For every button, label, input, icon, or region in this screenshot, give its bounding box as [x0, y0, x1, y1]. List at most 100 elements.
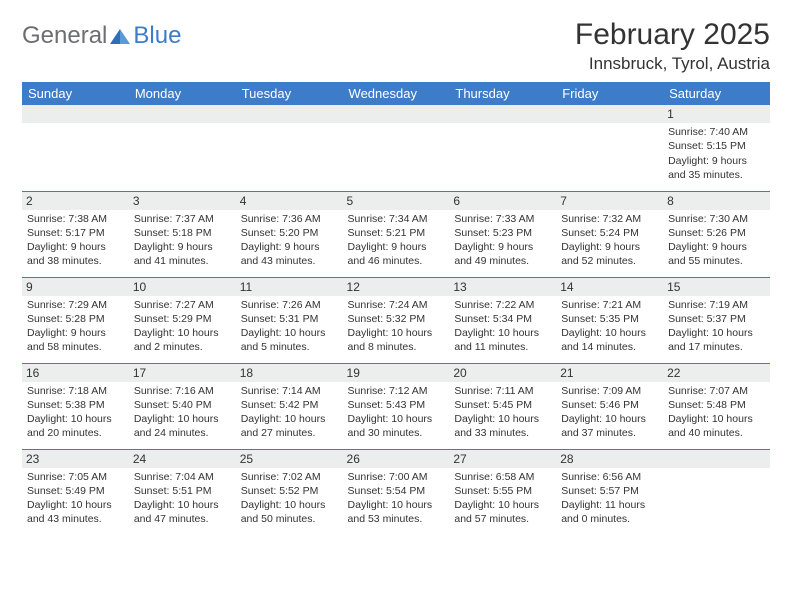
daylight-text: Daylight: 10 hours and 2 minutes.	[134, 326, 231, 354]
sunrise-text: Sunrise: 6:56 AM	[561, 470, 658, 484]
day-number	[663, 450, 770, 468]
sunrise-text: Sunrise: 7:21 AM	[561, 298, 658, 312]
sunset-text: Sunset: 5:29 PM	[134, 312, 231, 326]
day-number: 21	[556, 364, 663, 382]
calendar-cell: 1Sunrise: 7:40 AMSunset: 5:15 PMDaylight…	[663, 105, 770, 191]
sunrise-text: Sunrise: 7:38 AM	[27, 212, 124, 226]
sunrise-text: Sunrise: 7:33 AM	[454, 212, 551, 226]
day-number: 5	[343, 192, 450, 210]
sunset-text: Sunset: 5:15 PM	[668, 139, 765, 153]
day-number: 15	[663, 278, 770, 296]
calendar-cell: 26Sunrise: 7:00 AMSunset: 5:54 PMDayligh…	[343, 449, 450, 535]
day-number	[129, 105, 236, 123]
day-number: 6	[449, 192, 556, 210]
calendar-cell: 4Sunrise: 7:36 AMSunset: 5:20 PMDaylight…	[236, 191, 343, 277]
day-number: 8	[663, 192, 770, 210]
day-number: 27	[449, 450, 556, 468]
daylight-text: Daylight: 9 hours and 58 minutes.	[27, 326, 124, 354]
sunrise-text: Sunrise: 7:04 AM	[134, 470, 231, 484]
sunrise-text: Sunrise: 7:40 AM	[668, 125, 765, 139]
daylight-text: Daylight: 10 hours and 8 minutes.	[348, 326, 445, 354]
sunset-text: Sunset: 5:46 PM	[561, 398, 658, 412]
sunset-text: Sunset: 5:32 PM	[348, 312, 445, 326]
sunrise-text: Sunrise: 7:12 AM	[348, 384, 445, 398]
calendar-cell: 9Sunrise: 7:29 AMSunset: 5:28 PMDaylight…	[22, 277, 129, 363]
day-header: Tuesday	[236, 82, 343, 105]
daylight-text: Daylight: 11 hours and 0 minutes.	[561, 498, 658, 526]
day-number: 13	[449, 278, 556, 296]
day-number: 18	[236, 364, 343, 382]
logo-text-1: General	[22, 22, 107, 50]
sunset-text: Sunset: 5:51 PM	[134, 484, 231, 498]
sunset-text: Sunset: 5:57 PM	[561, 484, 658, 498]
calendar-week-row: 23Sunrise: 7:05 AMSunset: 5:49 PMDayligh…	[22, 449, 770, 535]
sunset-text: Sunset: 5:43 PM	[348, 398, 445, 412]
sunset-text: Sunset: 5:54 PM	[348, 484, 445, 498]
calendar-cell: 8Sunrise: 7:30 AMSunset: 5:26 PMDaylight…	[663, 191, 770, 277]
sunrise-text: Sunrise: 7:34 AM	[348, 212, 445, 226]
daylight-text: Daylight: 10 hours and 53 minutes.	[348, 498, 445, 526]
day-number: 1	[663, 105, 770, 123]
sunset-text: Sunset: 5:24 PM	[561, 226, 658, 240]
calendar-cell: 13Sunrise: 7:22 AMSunset: 5:34 PMDayligh…	[449, 277, 556, 363]
sunrise-text: Sunrise: 7:19 AM	[668, 298, 765, 312]
day-header: Friday	[556, 82, 663, 105]
day-number: 4	[236, 192, 343, 210]
sunset-text: Sunset: 5:34 PM	[454, 312, 551, 326]
calendar-cell	[556, 105, 663, 191]
day-number: 3	[129, 192, 236, 210]
sunset-text: Sunset: 5:23 PM	[454, 226, 551, 240]
calendar-cell	[129, 105, 236, 191]
daylight-text: Daylight: 10 hours and 14 minutes.	[561, 326, 658, 354]
calendar-cell: 18Sunrise: 7:14 AMSunset: 5:42 PMDayligh…	[236, 363, 343, 449]
sunrise-text: Sunrise: 7:02 AM	[241, 470, 338, 484]
daylight-text: Daylight: 10 hours and 37 minutes.	[561, 412, 658, 440]
day-number: 25	[236, 450, 343, 468]
sunrise-text: Sunrise: 7:30 AM	[668, 212, 765, 226]
calendar-cell: 3Sunrise: 7:37 AMSunset: 5:18 PMDaylight…	[129, 191, 236, 277]
sunrise-text: Sunrise: 7:26 AM	[241, 298, 338, 312]
sunrise-text: Sunrise: 7:07 AM	[668, 384, 765, 398]
daylight-text: Daylight: 10 hours and 27 minutes.	[241, 412, 338, 440]
calendar-cell: 16Sunrise: 7:18 AMSunset: 5:38 PMDayligh…	[22, 363, 129, 449]
daylight-text: Daylight: 10 hours and 24 minutes.	[134, 412, 231, 440]
logo-text-2: Blue	[133, 22, 181, 50]
calendar-body: 1 Sunrise: 7:40 AMSunset: 5:15 PM Daylight…	[22, 105, 770, 535]
daylight-text: Daylight: 10 hours and 30 minutes.	[348, 412, 445, 440]
location: Innsbruck, Tyrol, Austria	[575, 54, 770, 74]
sunset-text: Sunset: 5:17 PM	[27, 226, 124, 240]
daylight-text: Daylight: 9 hours and 46 minutes.	[348, 240, 445, 268]
sunset-text: Sunset: 5:40 PM	[134, 398, 231, 412]
calendar-week-row: 9Sunrise: 7:29 AMSunset: 5:28 PMDaylight…	[22, 277, 770, 363]
calendar-cell: 27Sunrise: 6:58 AMSunset: 5:55 PMDayligh…	[449, 449, 556, 535]
daylight-text: Daylight: 10 hours and 40 minutes.	[668, 412, 765, 440]
daylight-text: Daylight: 9 hours and 49 minutes.	[454, 240, 551, 268]
day-number	[449, 105, 556, 123]
sunset-text: Sunset: 5:55 PM	[454, 484, 551, 498]
calendar-cell: 7Sunrise: 7:32 AMSunset: 5:24 PMDaylight…	[556, 191, 663, 277]
day-number: 17	[129, 364, 236, 382]
day-header: Saturday	[663, 82, 770, 105]
daylight-text: Daylight: 9 hours and 55 minutes.	[668, 240, 765, 268]
sunrise-text: Sunrise: 7:18 AM	[27, 384, 124, 398]
sunrise-text: Sunrise: 7:36 AM	[241, 212, 338, 226]
calendar-cell: 22Sunrise: 7:07 AMSunset: 5:48 PMDayligh…	[663, 363, 770, 449]
day-number: 19	[343, 364, 450, 382]
daylight-text: Daylight: 9 hours and 41 minutes.	[134, 240, 231, 268]
calendar-cell: 24Sunrise: 7:04 AMSunset: 5:51 PMDayligh…	[129, 449, 236, 535]
daylight-text: Daylight: 10 hours and 43 minutes.	[27, 498, 124, 526]
sunset-text: Sunset: 5:31 PM	[241, 312, 338, 326]
calendar-cell: 12Sunrise: 7:24 AMSunset: 5:32 PMDayligh…	[343, 277, 450, 363]
sunset-text: Sunset: 5:21 PM	[348, 226, 445, 240]
day-number	[343, 105, 450, 123]
day-number: 16	[22, 364, 129, 382]
calendar-cell: 6 Sunrise: 7:33 AMSunset: 5:23 PMDaylight…	[449, 191, 556, 277]
calendar-week-row: 1Sunrise: 7:40 AMSunset: 5:15 PMDaylight…	[22, 105, 770, 191]
day-number: 20	[449, 364, 556, 382]
sunset-text: Sunset: 5:52 PM	[241, 484, 338, 498]
day-number: 23	[22, 450, 129, 468]
day-number: 12	[343, 278, 450, 296]
sunset-text: Sunset: 5:38 PM	[27, 398, 124, 412]
sunset-text: Sunset: 5:48 PM	[668, 398, 765, 412]
sunrise-text: Sunrise: 7:32 AM	[561, 212, 658, 226]
